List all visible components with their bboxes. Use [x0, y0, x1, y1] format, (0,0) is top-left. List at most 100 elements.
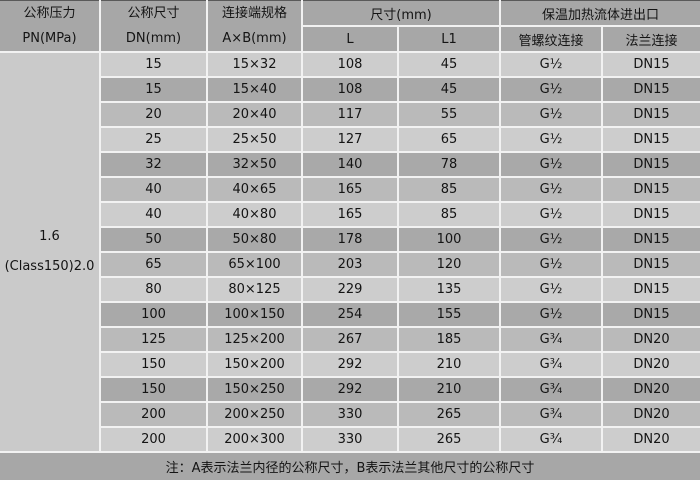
cell-l: 127 — [302, 127, 399, 153]
cell-flange: DN15 — [602, 252, 700, 278]
cell-axb: 125×200 — [207, 327, 303, 353]
cell-l1: 85 — [398, 177, 502, 203]
table-row: 200 200×250 330 265 G¾ DN20 — [0, 402, 700, 428]
header-cell-flange: 法兰连接 — [602, 26, 700, 53]
cell-l1: 155 — [398, 302, 502, 328]
cell-thread: G½ — [500, 252, 604, 278]
cell-l1: 210 — [398, 377, 502, 403]
cell-axb: 200×250 — [207, 402, 303, 428]
pressure-rating-cell: 1.6 (Class150)2.0 — [0, 52, 101, 453]
cell-l: 292 — [302, 377, 399, 403]
cell-dn: 40 — [100, 177, 208, 203]
cell-l1: 185 — [398, 327, 502, 353]
cell-thread: G½ — [500, 77, 604, 103]
cell-dn: 40 — [100, 202, 208, 228]
table-header: 公称压力 PN(MPa) 公称尺寸 DN(mm) 连接端规格 A×B(mm) 尺… — [0, 0, 700, 53]
cell-dn: 200 — [100, 402, 208, 428]
header-dn-line1: 公称尺寸 — [127, 6, 180, 21]
table-row: 50 50×80 178 100 G½ DN15 — [0, 227, 700, 253]
cell-dn: 25 — [100, 127, 208, 153]
cell-l: 165 — [302, 202, 399, 228]
cell-l1: 120 — [398, 252, 502, 278]
header-pressure-line1: 公称压力 — [23, 6, 76, 21]
cell-flange: DN20 — [602, 427, 700, 453]
table-row: 150 150×250 292 210 G¾ DN20 — [0, 377, 700, 403]
header-cell-axb: 连接端规格 A×B(mm) — [207, 0, 303, 53]
cell-flange: DN15 — [602, 302, 700, 328]
cell-axb: 65×100 — [207, 252, 303, 278]
cell-dn: 200 — [100, 427, 208, 453]
cell-dn: 150 — [100, 352, 208, 378]
cell-flange: DN15 — [602, 52, 700, 78]
cell-l1: 135 — [398, 277, 502, 303]
header-axb-line1: 连接端规格 — [221, 6, 287, 21]
header-pressure-line2: PN(MPa) — [22, 31, 77, 46]
cell-flange: DN15 — [602, 177, 700, 203]
cell-axb: 40×80 — [207, 202, 303, 228]
table-row: 100 100×150 254 155 G½ DN15 — [0, 302, 700, 328]
header-cell-dn: 公称尺寸 DN(mm) — [100, 0, 208, 53]
header-dn-line2: DN(mm) — [125, 31, 182, 46]
cell-flange: DN20 — [602, 352, 700, 378]
cell-dn: 100 — [100, 302, 208, 328]
cell-flange: DN15 — [602, 227, 700, 253]
table-row: 200 200×300 330 265 G¾ DN20 — [0, 427, 700, 453]
table-row: 150 150×200 292 210 G¾ DN20 — [0, 352, 700, 378]
cell-flange: DN15 — [602, 277, 700, 303]
header-row-2: L L1 管螺纹连接 法兰连接 — [0, 26, 700, 53]
cell-thread: G½ — [500, 227, 604, 253]
cell-dn: 65 — [100, 252, 208, 278]
cell-dn: 125 — [100, 327, 208, 353]
cell-axb: 150×250 — [207, 377, 303, 403]
cell-l: 117 — [302, 102, 399, 128]
cell-l1: 65 — [398, 127, 502, 153]
header-axb-line2: A×B(mm) — [222, 31, 287, 46]
table-row: 65 65×100 203 120 G½ DN15 — [0, 252, 700, 278]
cell-l: 229 — [302, 277, 399, 303]
header-group-dimensions: 尺寸(mm) — [302, 0, 502, 28]
cell-axb: 25×50 — [207, 127, 303, 153]
cell-axb: 40×65 — [207, 177, 303, 203]
cell-dn: 15 — [100, 77, 208, 103]
cell-axb: 15×40 — [207, 77, 303, 103]
table-row: 25 25×50 127 65 G½ DN15 — [0, 127, 700, 153]
table-footer: 注：A表示法兰内径的公称尺寸，B表示法兰其他尺寸的公称尺寸 — [0, 451, 700, 480]
cell-axb: 20×40 — [207, 102, 303, 128]
cell-l: 178 — [302, 227, 399, 253]
cell-thread: G½ — [500, 52, 604, 78]
cell-dn: 150 — [100, 377, 208, 403]
pressure-rating-line1: 1.6 — [39, 229, 60, 244]
cell-flange: DN20 — [602, 327, 700, 353]
cell-flange: DN15 — [602, 77, 700, 103]
header-group-heating-ports: 保温加热流体进出口 — [500, 0, 700, 28]
cell-thread: G½ — [500, 152, 604, 178]
cell-thread: G¾ — [500, 402, 604, 428]
cell-l1: 55 — [398, 102, 502, 128]
cell-axb: 50×80 — [207, 227, 303, 253]
table-body: 1.6 (Class150)2.0 15 15×32 108 45 G½ DN15 15 15×4… — [0, 52, 700, 453]
note-text: 注：A表示法兰内径的公称尺寸，B表示法兰其他尺寸的公称尺寸 — [0, 451, 700, 480]
cell-flange: DN20 — [602, 402, 700, 428]
cell-dn: 80 — [100, 277, 208, 303]
cell-l1: 265 — [398, 402, 502, 428]
cell-thread: G¾ — [500, 427, 604, 453]
cell-thread: G½ — [500, 202, 604, 228]
cell-l1: 85 — [398, 202, 502, 228]
header-row-1: 公称压力 PN(MPa) 公称尺寸 DN(mm) 连接端规格 A×B(mm) 尺… — [0, 0, 700, 53]
table-row: 15 15×40 108 45 G½ DN15 — [0, 77, 700, 103]
header-cell-l: L — [302, 26, 399, 53]
pressure-rating-line2: (Class150)2.0 — [4, 259, 95, 274]
cell-thread: G¾ — [500, 377, 604, 403]
table-row: 32 32×50 140 78 G½ DN15 — [0, 152, 700, 178]
table-row: 20 20×40 117 55 G½ DN15 — [0, 102, 700, 128]
table-row: 1.6 (Class150)2.0 15 15×32 108 45 G½ DN15 — [0, 52, 700, 453]
table-row: 40 40×80 165 85 G½ DN15 — [0, 202, 700, 228]
cell-flange: DN15 — [602, 127, 700, 153]
note-row: 注：A表示法兰内径的公称尺寸，B表示法兰其他尺寸的公称尺寸 — [0, 451, 700, 480]
cell-axb: 15×32 — [207, 52, 303, 78]
header-cell-l1: L1 — [398, 26, 502, 53]
cell-axb: 32×50 — [207, 152, 303, 178]
cell-flange: DN20 — [602, 377, 700, 403]
cell-flange: DN15 — [602, 152, 700, 178]
